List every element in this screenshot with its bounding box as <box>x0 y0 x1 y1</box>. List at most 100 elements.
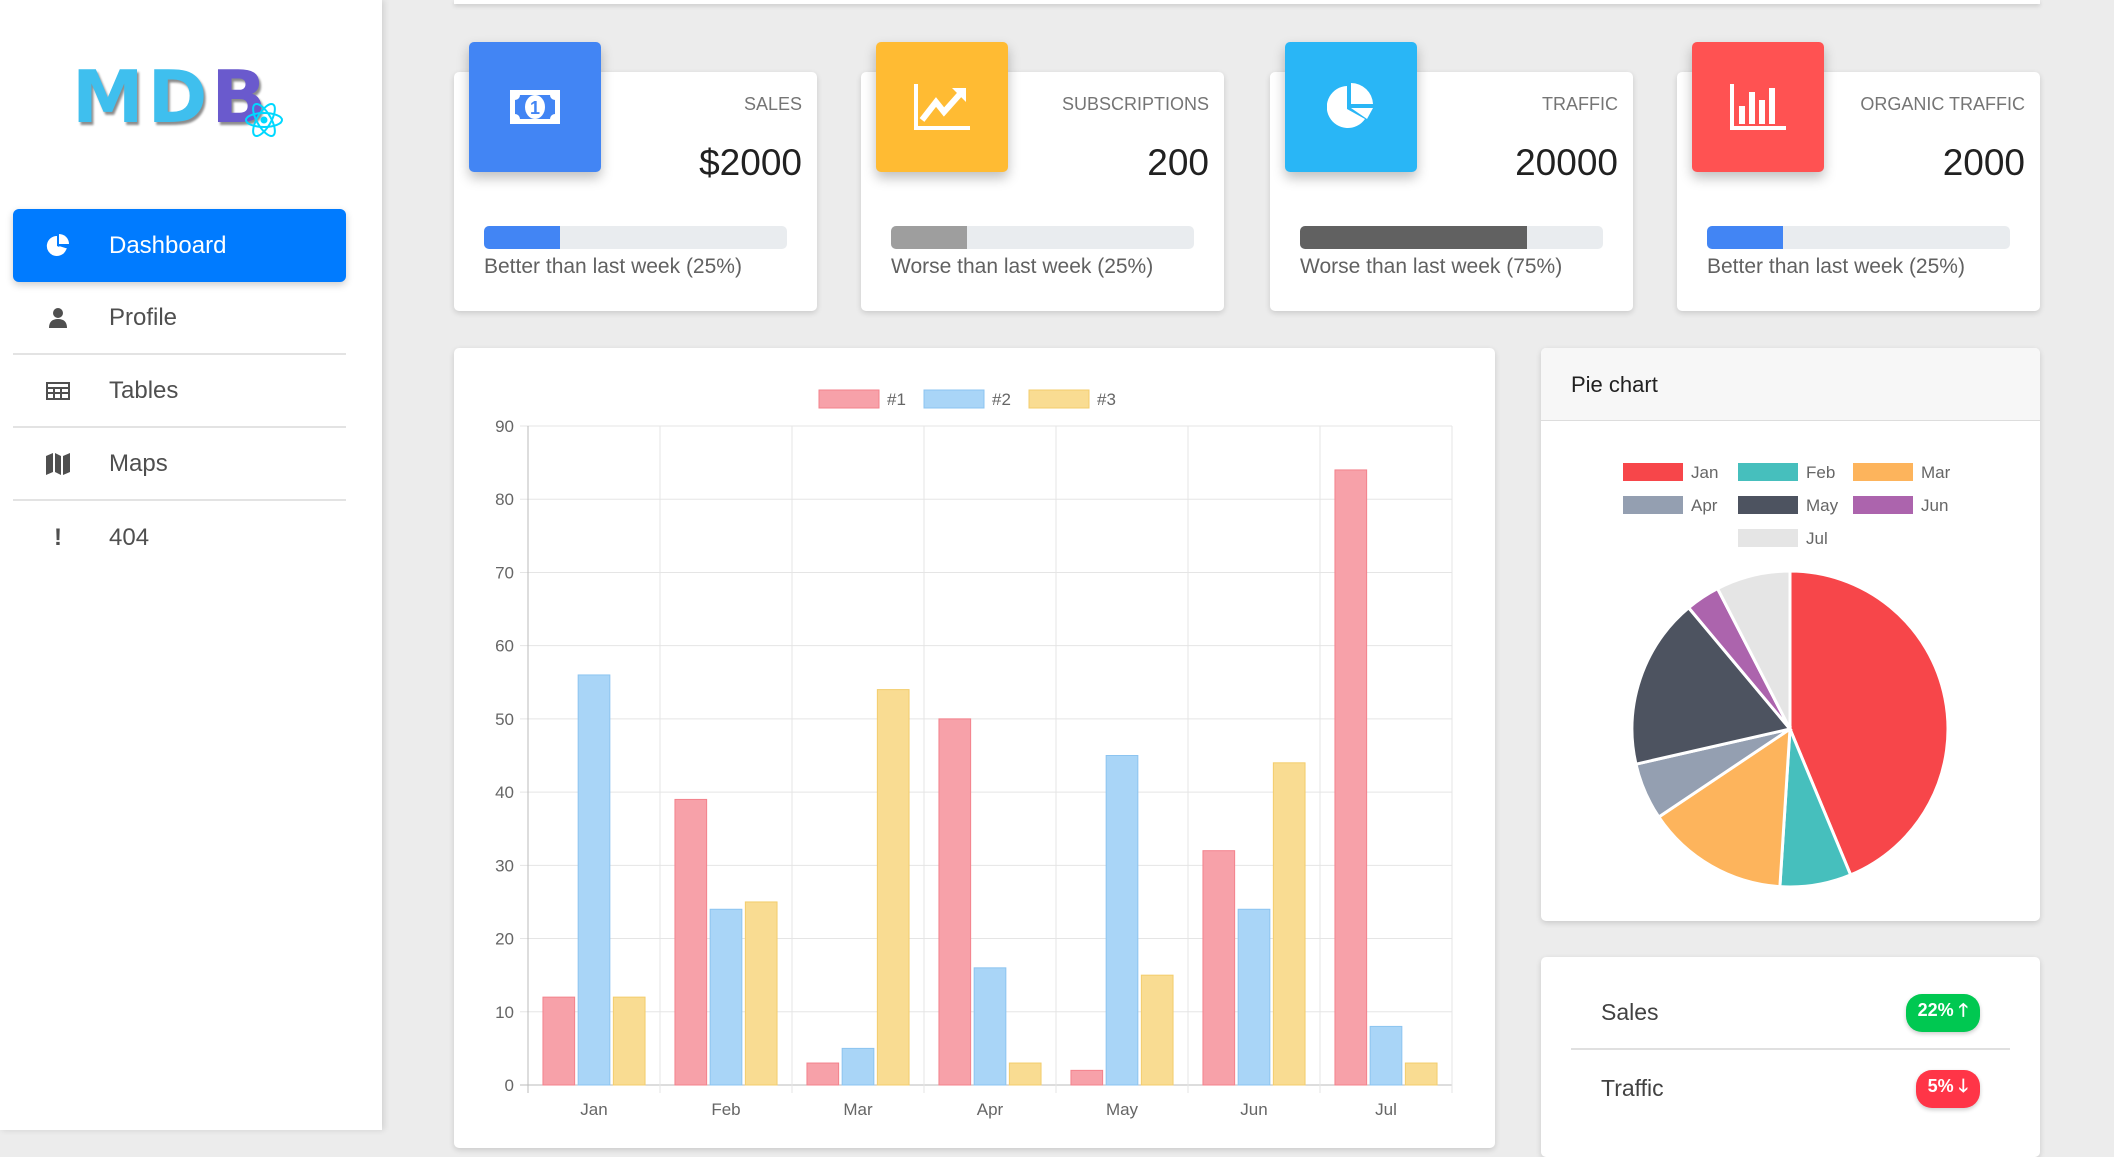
stat-note: Worse than last week (75%) <box>1300 255 1563 278</box>
pie-slice-mar <box>1656 726 1792 889</box>
bar-series-2-mar <box>841 1047 875 1086</box>
stat-card-traffic: Traffic 20000 Worse than last week (75%) <box>1270 42 1633 311</box>
sidebar-item-dashboard[interactable]: Dashboard <box>13 209 346 282</box>
bar-series-3-mar <box>876 689 910 1086</box>
arrow-up-icon: 🡑 <box>1958 999 1968 1020</box>
mdb-logo[interactable]: MDB <box>72 55 292 145</box>
pie-chart: Jan Feb Mar Apr May Jun Jul <box>1623 463 1951 889</box>
status-badge: 22% 🡑 <box>1905 993 1980 1032</box>
status-badge: 5% 🡓 <box>1915 1069 1980 1108</box>
bar-series-3-jan <box>612 996 646 1086</box>
exclamation-icon: ! <box>54 523 62 551</box>
pie-chart-card: Pie chart Jan Feb Mar Apr May Jun Jul <box>1541 348 2040 921</box>
bar-series-3-apr <box>1008 1062 1042 1086</box>
legend-label: #2 <box>992 390 1011 409</box>
legend-label: Apr <box>1691 496 1718 515</box>
legend-label: May <box>1806 496 1839 515</box>
logo-text-b: B <box>211 55 271 139</box>
table-icon <box>43 381 73 400</box>
sidebar-nav: Dashboard Profile Tables Maps ! 404 <box>13 209 346 574</box>
pie-chart-icon <box>43 233 73 259</box>
stat-value: 2000 <box>1942 142 2025 183</box>
x-tick-label: May <box>1106 1100 1139 1119</box>
bar-series-1-apr <box>938 718 972 1086</box>
list-item-label: Traffic <box>1601 1075 1664 1101</box>
x-tick-label: Jan <box>580 1100 607 1119</box>
legend-swatch <box>1738 463 1798 481</box>
legend-label: Jan <box>1691 463 1718 482</box>
stat-label: Organic traffic <box>1860 94 2025 114</box>
x-tick-label: Jun <box>1240 1100 1267 1119</box>
badge-value: 22% <box>1917 999 1954 1020</box>
stat-value: $2000 <box>699 142 802 183</box>
legend-swatch <box>1738 529 1798 547</box>
y-tick-label: 60 <box>495 637 514 656</box>
legend-swatch <box>1853 496 1913 514</box>
stat-note: Better than last week (25%) <box>484 255 742 278</box>
badge-card: Sales 22% 🡑 Traffic 5% 🡓 <box>1541 957 2040 1157</box>
bar-series-2-jun <box>1237 908 1271 1086</box>
stat-label: Traffic <box>1542 94 1618 114</box>
bar-chart-card: 0 10 20 30 40 50 60 70 80 90 Jan Feb Mar Apr May Jun Jul… <box>454 348 1495 1148</box>
pie-slice-jul <box>1715 569 1792 730</box>
bar-series-2-jan <box>577 674 611 1086</box>
legend-swatch <box>1738 496 1798 514</box>
bar-series-3-jul <box>1404 1062 1438 1086</box>
legend-label: #1 <box>887 390 906 409</box>
legend-swatch <box>1028 389 1090 409</box>
badge-value: 5% <box>1927 1075 1954 1096</box>
pie-chart-title: Pie chart <box>1541 348 2040 421</box>
legend-label: Mar <box>1921 463 1951 482</box>
react-icon <box>245 103 283 137</box>
pie-slice-may <box>1630 605 1793 766</box>
pie-slice-jan <box>1788 569 1950 877</box>
legend-swatch <box>923 389 985 409</box>
bar-series-2-jul <box>1369 1025 1403 1086</box>
stat-card-sales: 1 Sales $2000 Better than last week (25%… <box>454 42 817 311</box>
chart-line-icon <box>876 42 1008 172</box>
stat-value: 20000 <box>1515 142 1618 183</box>
progress-bar <box>1707 226 2010 249</box>
legend-swatch <box>1623 463 1683 481</box>
progress-bar <box>484 226 787 249</box>
x-tick-label: Apr <box>977 1100 1004 1119</box>
legend-label: #3 <box>1097 390 1116 409</box>
progress-fill <box>1300 226 1528 249</box>
bar-series-1-jan <box>542 996 576 1086</box>
x-tick-label: Jul <box>1375 1100 1397 1119</box>
sidebar-item-label: Maps <box>109 449 168 477</box>
sidebar-item-profile[interactable]: Profile <box>13 282 346 355</box>
bar-series-3-may <box>1140 974 1174 1086</box>
logo-text: MD <box>72 55 212 139</box>
y-tick-label: 40 <box>495 783 514 802</box>
sidebar-item-maps[interactable]: Maps <box>13 428 346 501</box>
list-item-sales: Sales 22% 🡑 <box>1571 977 2010 1050</box>
sidebar: MDB Dashboard Profile Tables Maps ! 404 <box>0 0 382 1130</box>
sidebar-item-tables[interactable]: Tables <box>13 355 346 428</box>
money-bill-icon: 1 <box>469 42 601 172</box>
stat-note: Worse than last week (25%) <box>891 255 1154 278</box>
list-item-label: Sales <box>1601 999 1659 1025</box>
top-navbar <box>454 0 2040 4</box>
legend-swatch <box>818 389 880 409</box>
bar-series-2-may <box>1105 755 1139 1086</box>
sidebar-item-label: Dashboard <box>109 231 227 259</box>
legend-swatch <box>1853 463 1913 481</box>
legend-label: Jun <box>1921 496 1948 515</box>
bar-series-3-feb <box>744 901 778 1086</box>
sidebar-item-404[interactable]: ! 404 <box>13 501 346 574</box>
map-icon <box>43 452 73 476</box>
x-tick-label: Feb <box>711 1100 740 1119</box>
progress-fill <box>484 226 560 249</box>
arrow-down-icon: 🡓 <box>1958 1075 1968 1096</box>
x-tick-label: Mar <box>843 1100 873 1119</box>
bar-series-2-apr <box>973 967 1007 1086</box>
y-tick-label: 20 <box>495 930 514 949</box>
bar-series-2-feb <box>709 908 743 1086</box>
bar-series-1-jun <box>1202 850 1236 1086</box>
y-tick-label: 10 <box>495 1003 514 1022</box>
svg-text:1: 1 <box>530 98 540 118</box>
legend-swatch <box>1623 496 1683 514</box>
progress-fill <box>891 226 967 249</box>
stat-note: Better than last week (25%) <box>1707 255 1965 278</box>
